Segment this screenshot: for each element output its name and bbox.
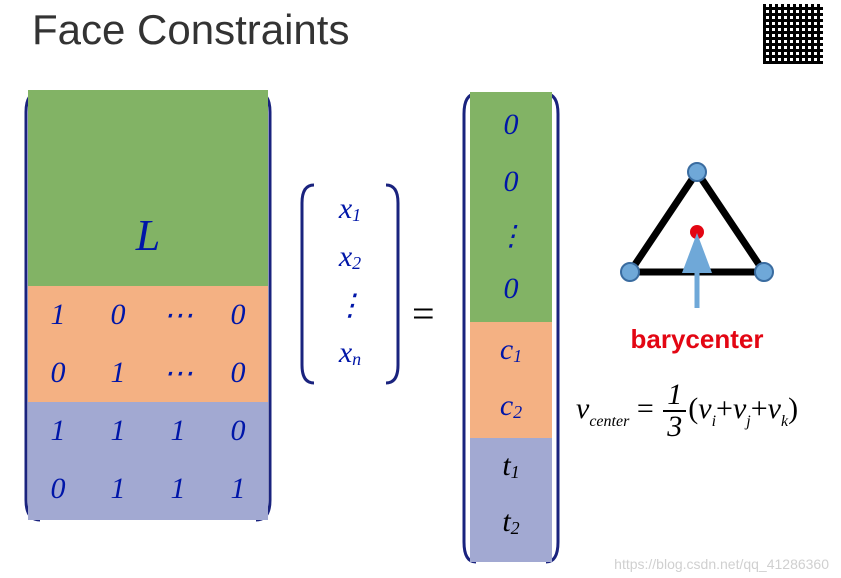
watermark: https://blog.csdn.net/qq_41286360 <box>614 556 829 572</box>
rhs-purple: t1t2 <box>470 438 552 562</box>
orange-block: 1 0 ⋯ 0 0 1 ⋯ 0 <box>28 286 268 402</box>
cell: 0 <box>470 261 552 317</box>
plus: + <box>716 392 733 425</box>
sub: j <box>746 413 750 430</box>
rhs-orange: c1c2 <box>470 322 552 438</box>
v: v <box>733 392 746 425</box>
cell: t2 <box>470 494 552 550</box>
purple-block: 1 1 1 0 0 1 1 1 <box>28 402 268 520</box>
page-title: Face Constraints <box>32 6 349 54</box>
triangle-icon <box>612 156 782 316</box>
rhs-green: 00⋮0 <box>470 92 552 322</box>
cell: 0 <box>208 286 268 344</box>
fraction: 1 3 <box>663 380 686 442</box>
barycenter-panel: barycenter <box>602 156 792 355</box>
cell: t1 <box>470 438 552 494</box>
cell: 1 <box>148 402 208 460</box>
cell: c2 <box>470 378 552 434</box>
cell: 0 <box>88 286 148 344</box>
v: v <box>768 392 781 425</box>
v: v <box>576 392 589 425</box>
cell: 0 <box>28 460 88 518</box>
denom: 3 <box>663 412 686 442</box>
L-symbol: L <box>28 210 268 261</box>
barycenter-label: barycenter <box>602 324 792 355</box>
sub: k <box>781 413 788 430</box>
paren-right-icon <box>296 179 404 389</box>
plus: + <box>751 392 768 425</box>
cell: 1 <box>88 344 148 402</box>
cell: 0 <box>470 154 552 210</box>
cell: ⋮ <box>470 212 552 260</box>
sub: i <box>712 413 716 430</box>
cell: 0 <box>208 344 268 402</box>
cell: ⋯ <box>148 344 208 402</box>
L-block: L <box>28 90 268 286</box>
vector-rhs: 00⋮0 c1c2 t1t2 <box>456 92 566 562</box>
qr-code-icon <box>763 4 823 64</box>
cell: 0 <box>28 344 88 402</box>
cell: ⋯ <box>148 286 208 344</box>
matrix-A: L 1 0 ⋯ 0 0 1 ⋯ 0 1 1 1 0 0 <box>18 90 278 520</box>
cell: 1 <box>28 286 88 344</box>
cell: 0 <box>208 402 268 460</box>
cell: 1 <box>88 402 148 460</box>
close: ) <box>788 392 798 425</box>
cell: c1 <box>470 322 552 378</box>
numer: 1 <box>663 380 686 412</box>
cell: 1 <box>88 460 148 518</box>
barycenter-formula: vcenter = 1 3 (vi+vj+vk) <box>576 380 798 442</box>
v: v <box>698 392 711 425</box>
cell: 0 <box>470 97 552 153</box>
eq: = <box>637 392 654 425</box>
cell: 1 <box>208 460 268 518</box>
vector-x: x1x2⋮xn <box>296 185 404 377</box>
cell: 1 <box>148 460 208 518</box>
cell: 1 <box>28 402 88 460</box>
sub: center <box>589 413 629 430</box>
equals-sign: = <box>412 290 435 337</box>
open: ( <box>688 392 698 425</box>
